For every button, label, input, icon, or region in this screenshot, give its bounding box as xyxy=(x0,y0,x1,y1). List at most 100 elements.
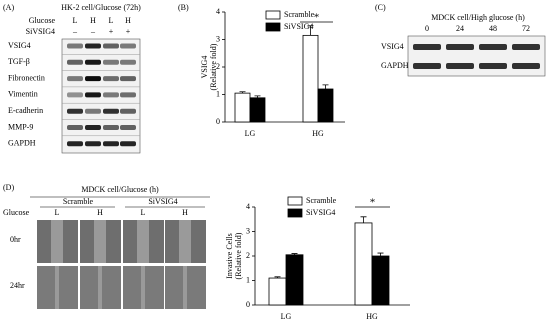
legend-label: Scramble xyxy=(284,10,315,19)
condition-value: H xyxy=(97,208,103,217)
blot-band xyxy=(67,92,83,98)
scratch-gap xyxy=(51,220,63,263)
blot-band xyxy=(67,108,83,114)
scratch-gap xyxy=(183,266,187,309)
blot-row-label: GAPDH xyxy=(8,139,36,148)
error-bar xyxy=(254,95,261,98)
group-label: SiVSIG4 xyxy=(148,197,177,206)
blot-band xyxy=(85,43,101,49)
blot-band xyxy=(120,108,136,114)
blot-band xyxy=(67,76,83,82)
condition-value: – xyxy=(90,27,96,36)
error-bar xyxy=(377,252,384,256)
bar xyxy=(249,97,266,123)
condition-value: H xyxy=(125,16,131,25)
bar xyxy=(302,34,319,123)
blot-band xyxy=(67,43,83,49)
y-tick-label: 4 xyxy=(216,7,220,16)
error-bar xyxy=(274,276,281,279)
error-bar xyxy=(322,84,329,89)
error-bar xyxy=(307,25,314,36)
blot-band xyxy=(446,44,474,50)
blot-band xyxy=(120,43,136,49)
scratch-gap xyxy=(137,220,149,263)
blot-band xyxy=(103,43,119,49)
legend-label: SiVSIG4 xyxy=(306,208,335,217)
row-label: 0hr xyxy=(10,235,21,244)
y-tick-label: 2 xyxy=(216,62,220,71)
blot-row-label: VSIG4 xyxy=(8,41,31,50)
blot-band xyxy=(85,125,101,130)
legend-swatch xyxy=(265,10,281,20)
blot-row-label: GAPDH xyxy=(381,61,409,70)
blot-row-label: Fibronectin xyxy=(8,73,45,82)
bar xyxy=(268,277,287,306)
y-tick-label: 1 xyxy=(246,275,250,284)
condition-name: SiVSIG4 xyxy=(26,27,55,36)
blot-band xyxy=(67,59,83,65)
y-tick-label: 3 xyxy=(216,34,220,43)
blot-title: MDCK cell/High glucose (h) xyxy=(431,13,525,22)
blot-row-label: VSIG4 xyxy=(381,42,404,51)
x-tick-label: HG xyxy=(366,312,378,320)
bar xyxy=(371,255,390,306)
row-label: 24hr xyxy=(10,281,25,290)
scratch-gap xyxy=(98,266,102,309)
error-bar xyxy=(239,91,246,94)
blot-c-frame xyxy=(407,35,546,77)
condition-value: H xyxy=(90,16,96,25)
scratch-gap xyxy=(94,220,106,263)
x-tick-label: LG xyxy=(245,129,256,138)
error-bar xyxy=(360,216,367,223)
blot-band xyxy=(120,76,136,82)
group-label: Scramble xyxy=(63,197,94,206)
bar xyxy=(285,254,304,306)
y-tick-label: 4 xyxy=(246,202,250,211)
condition-name: Glucose xyxy=(29,16,56,25)
legend-label: Scramble xyxy=(306,196,337,205)
panel-label: (C) xyxy=(375,3,386,12)
blot-band xyxy=(120,59,136,65)
blot-band xyxy=(120,141,136,147)
blot-band xyxy=(67,141,83,147)
y-tick-label: 0 xyxy=(216,117,220,126)
condition-value: H xyxy=(182,208,188,217)
condition-value: + xyxy=(126,27,131,36)
significance-mark: * xyxy=(370,197,376,209)
blot-band xyxy=(85,76,101,82)
panel-label: (D) xyxy=(3,183,14,192)
blot-row-label: MMP-9 xyxy=(8,122,33,131)
blot-band xyxy=(103,59,119,65)
scratch-gap xyxy=(141,266,145,309)
y-axis-label: Invasive Cells xyxy=(225,233,234,279)
blot-band xyxy=(120,125,136,130)
blot-band xyxy=(103,108,119,114)
significance-mark: * xyxy=(314,12,320,24)
bar xyxy=(317,88,334,123)
error-bar xyxy=(291,253,298,255)
blot-row-label: Vimentin xyxy=(8,90,38,99)
y-tick-label: 3 xyxy=(246,226,250,235)
timepoint: 72 xyxy=(522,24,530,33)
condition-value: – xyxy=(72,27,78,36)
scratch-gap xyxy=(55,266,59,309)
legend-swatch xyxy=(265,22,281,32)
blot-row-label: E-cadherin xyxy=(8,106,43,115)
blot-band xyxy=(85,108,101,114)
blot-band xyxy=(479,44,507,50)
blot-band xyxy=(446,63,474,69)
scratch-gap xyxy=(179,220,191,263)
blot-title: HK-2 cell/Glucose (72h) xyxy=(61,3,141,12)
panel-label: (A) xyxy=(3,3,14,12)
blot-band xyxy=(120,92,136,98)
condition-value: L xyxy=(73,16,78,25)
y-tick-label: 2 xyxy=(246,251,250,260)
bar xyxy=(354,222,373,306)
y-axis-label: VSIG4 xyxy=(200,56,209,79)
blot-band xyxy=(479,63,507,69)
legend-swatch xyxy=(287,196,303,206)
panel-label: (B) xyxy=(178,3,189,12)
blot-band xyxy=(85,141,101,147)
blot-band xyxy=(85,59,101,65)
